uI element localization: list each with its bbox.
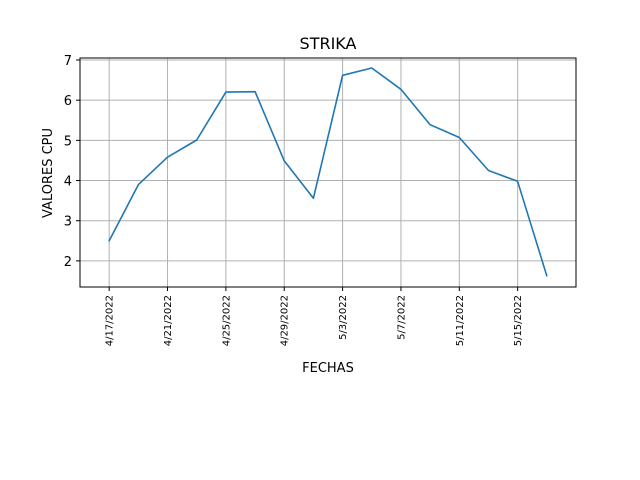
x-tick-label: 4/25/2022 xyxy=(221,295,232,346)
plot-frame xyxy=(79,57,577,288)
x-tick-label: 5/11/2022 xyxy=(455,295,466,346)
chart-title: STRIKA xyxy=(300,34,357,53)
y-tick-label: 2 xyxy=(64,255,72,270)
y-tick-label: 5 xyxy=(64,134,72,149)
x-axis: 4/17/2022 4/21/2022 4/25/2022 4/29/2022 5/3/… xyxy=(105,287,524,346)
x-tick-label: 5/7/2022 xyxy=(396,295,407,340)
series-line xyxy=(108,67,548,277)
x-tick-label: 4/21/2022 xyxy=(163,295,174,346)
x-axis-title: FECHAS xyxy=(302,361,354,376)
y-tick-label: 6 xyxy=(64,94,72,109)
x-tick-label: 5/15/2022 xyxy=(513,295,524,346)
y-tick-label: 7 xyxy=(64,54,72,69)
x-tick-label: 5/3/2022 xyxy=(338,295,349,340)
y-tick-label: 3 xyxy=(64,215,72,230)
x-tick-label: 4/17/2022 xyxy=(105,295,116,346)
x-tick-label: 4/29/2022 xyxy=(280,295,291,346)
series-layer xyxy=(108,67,548,277)
grid xyxy=(80,58,576,287)
y-axis: 2 3 4 5 6 7 xyxy=(64,54,80,270)
y-axis-title: VALORES CPU xyxy=(41,128,56,218)
y-tick-label: 4 xyxy=(64,175,72,190)
